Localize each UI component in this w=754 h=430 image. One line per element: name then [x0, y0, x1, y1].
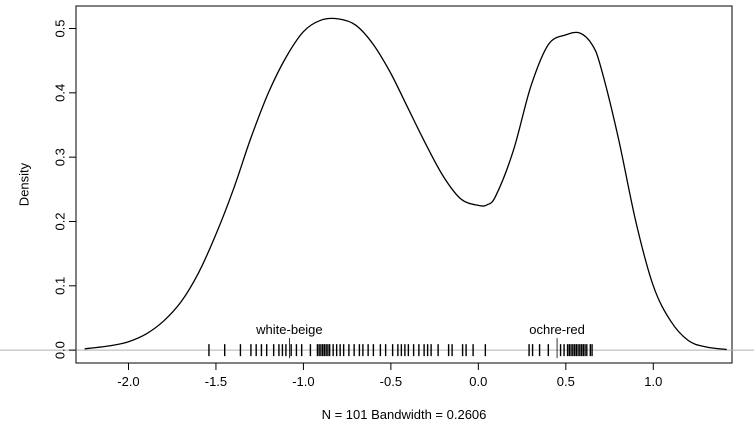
- y-axis: 0.0 0.1 0.2 0.3 0.4 0.5: [53, 19, 77, 359]
- y-tick-label: 0.0: [53, 341, 68, 359]
- x-axis: -2.0 -1.5 -1.0 -0.5 0.0 0.5 1.0: [117, 362, 662, 389]
- y-tick-label: 0.1: [53, 277, 68, 295]
- x-tick-label: -1.0: [292, 374, 314, 389]
- annotations: white-beige ochre-red: [255, 322, 585, 359]
- x-tick-label: 0.0: [469, 374, 487, 389]
- density-curve: [84, 17, 727, 351]
- x-tick-label: -2.0: [117, 374, 139, 389]
- x-tick-label: 0.5: [557, 374, 575, 389]
- y-axis-label: Density: [17, 162, 32, 206]
- y-tick-label: 0.5: [53, 19, 68, 37]
- y-tick-label: 0.4: [53, 84, 68, 102]
- y-tick-label: 0.3: [53, 148, 68, 166]
- x-tick-label: -1.5: [205, 374, 227, 389]
- x-axis-label: N = 101 Bandwidth = 0.2606: [322, 407, 487, 422]
- annotation-label: white-beige: [255, 322, 323, 337]
- rug-marks: [208, 344, 593, 357]
- x-tick-label: 1.0: [644, 374, 662, 389]
- x-tick-label: -0.5: [380, 374, 402, 389]
- y-tick-label: 0.2: [53, 212, 68, 230]
- annotation-label: ochre-red: [529, 322, 585, 337]
